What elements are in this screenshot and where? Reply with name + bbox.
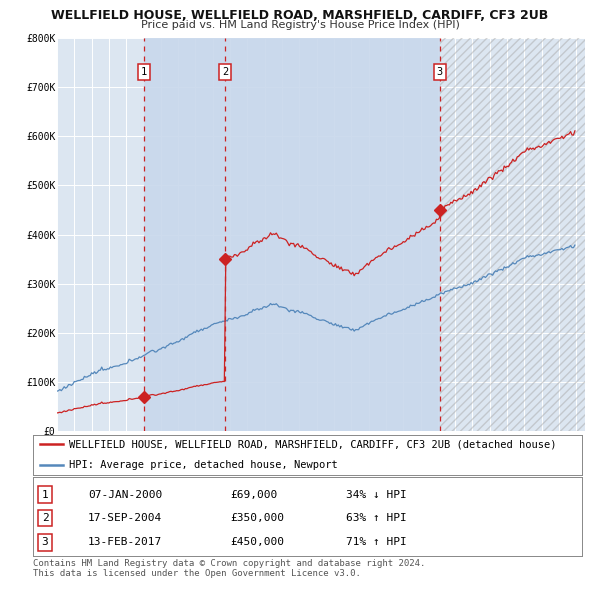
Text: 71% ↑ HPI: 71% ↑ HPI [346,537,407,548]
Bar [225,38,440,431]
Text: 13-FEB-2017: 13-FEB-2017 [88,537,162,548]
Text: 34% ↓ HPI: 34% ↓ HPI [346,490,407,500]
Text: 63% ↑ HPI: 63% ↑ HPI [346,513,407,523]
Text: Price paid vs. HM Land Registry's House Price Index (HPI): Price paid vs. HM Land Registry's House … [140,20,460,30]
Text: WELLFIELD HOUSE, WELLFIELD ROAD, MARSHFIELD, CARDIFF, CF3 2UB: WELLFIELD HOUSE, WELLFIELD ROAD, MARSHFI… [52,9,548,22]
Text: 3: 3 [437,67,443,77]
Text: £69,000: £69,000 [230,490,278,500]
Bar [144,38,225,431]
Text: £450,000: £450,000 [230,537,284,548]
Text: 2: 2 [222,67,229,77]
Text: 2: 2 [42,513,49,523]
Text: £350,000: £350,000 [230,513,284,523]
Text: HPI: Average price, detached house, Newport: HPI: Average price, detached house, Newp… [68,460,337,470]
Text: 1: 1 [42,490,49,500]
Bar [440,38,585,431]
Text: 07-JAN-2000: 07-JAN-2000 [88,490,162,500]
Text: 3: 3 [42,537,49,548]
Text: WELLFIELD HOUSE, WELLFIELD ROAD, MARSHFIELD, CARDIFF, CF3 2UB (detached house): WELLFIELD HOUSE, WELLFIELD ROAD, MARSHFI… [68,440,556,450]
Text: 1: 1 [141,67,147,77]
Text: 17-SEP-2004: 17-SEP-2004 [88,513,162,523]
Text: Contains HM Land Registry data © Crown copyright and database right 2024.
This d: Contains HM Land Registry data © Crown c… [33,559,425,578]
